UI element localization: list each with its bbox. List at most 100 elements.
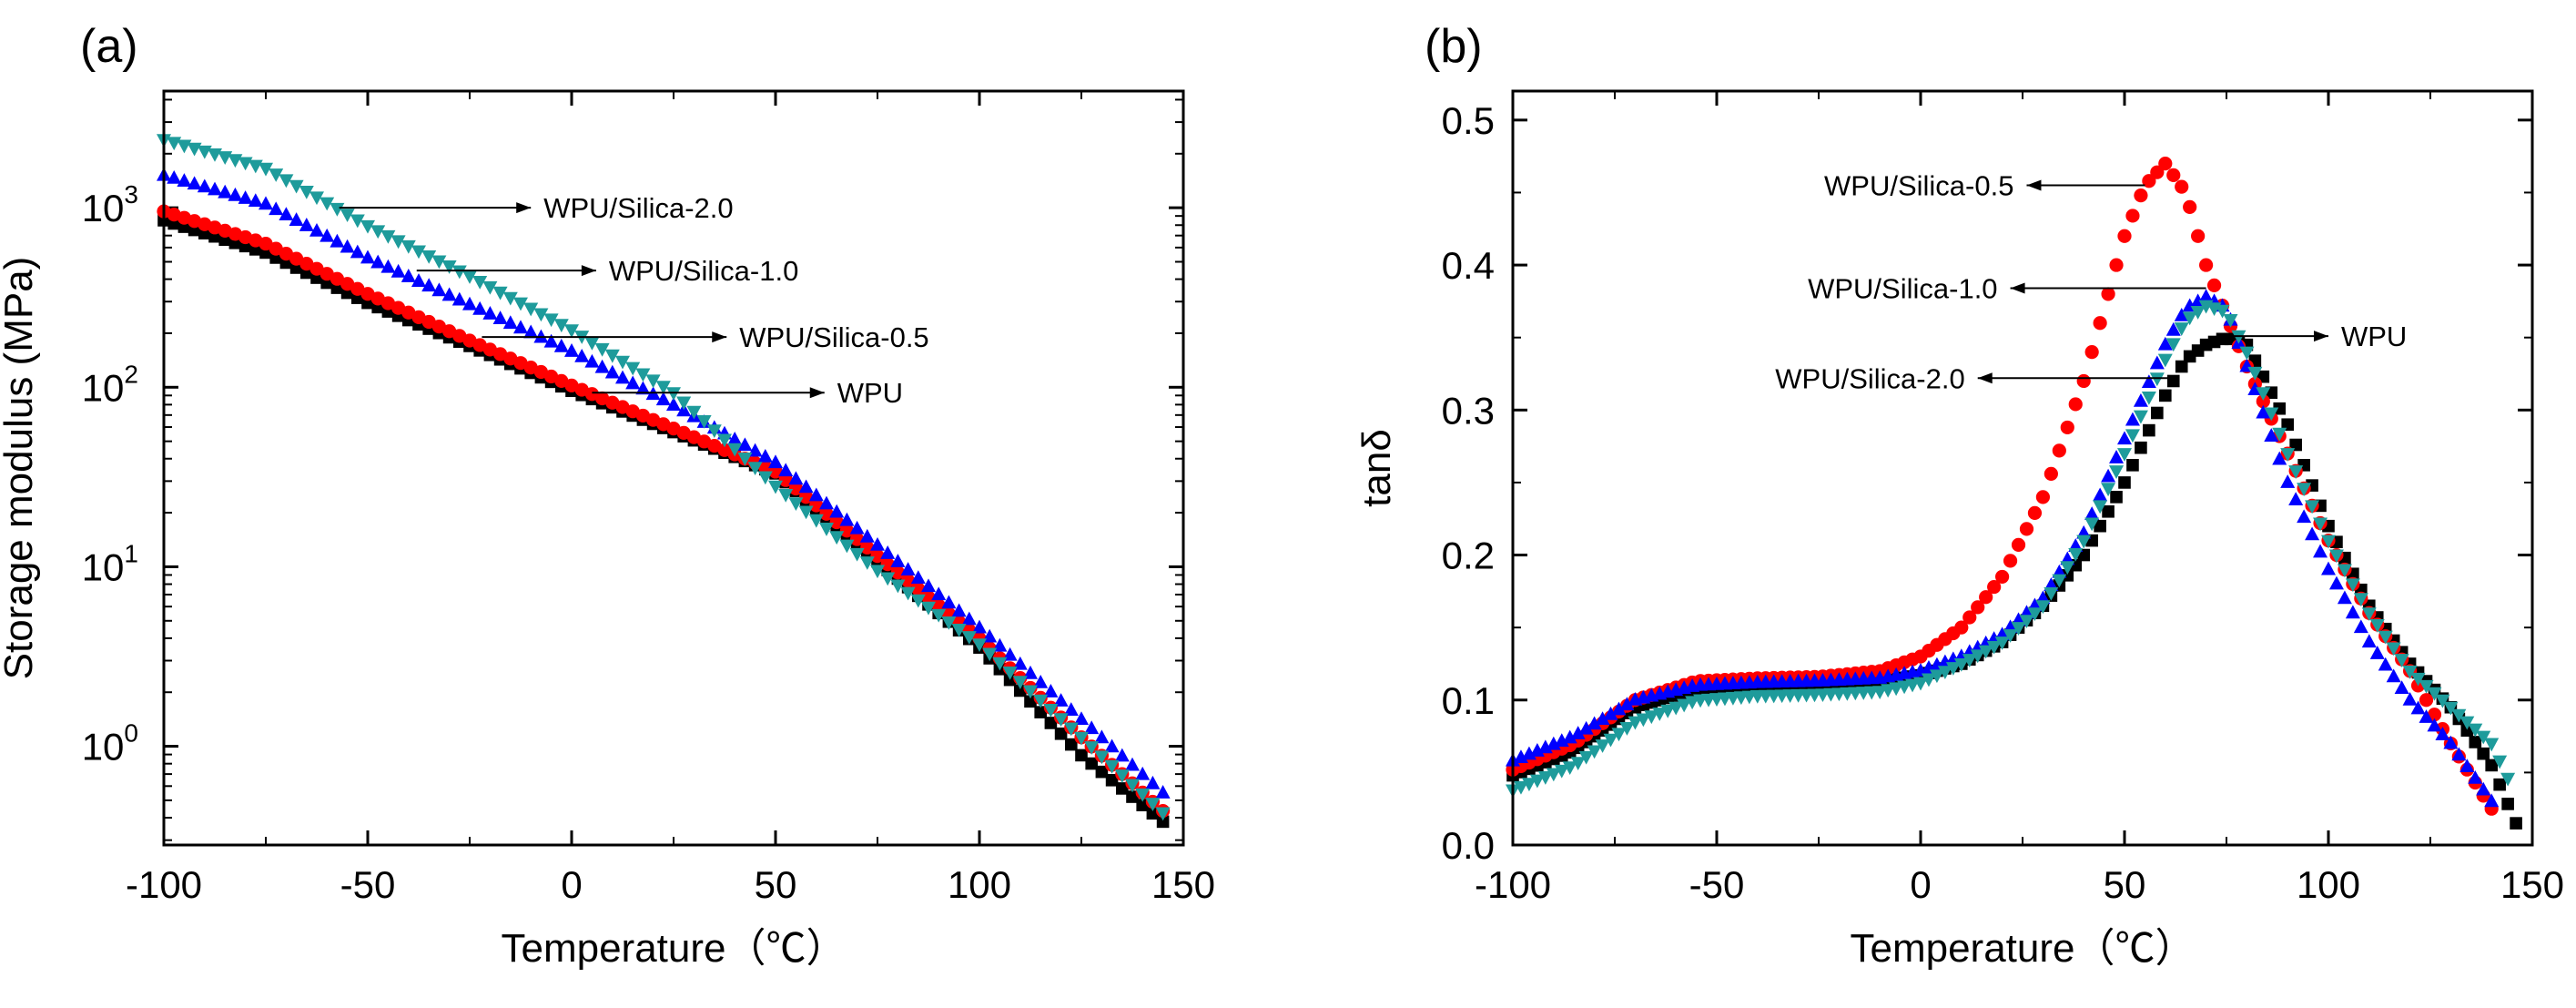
wpu-silica-0-5-data-point: [2419, 693, 2434, 708]
wpu-silica-0-5-data-point: [2125, 209, 2140, 223]
wpu-silica-1-0-data-point: [441, 287, 457, 301]
wpu-silica-2-0-data-point: [2459, 716, 2475, 730]
wpu-silica-1-0-data-point: [635, 381, 651, 395]
wpu-silica-0-5-data-point: [2011, 537, 2026, 552]
wpu-silica-0-5-data-point: [2109, 258, 2124, 272]
wpu-silica-1-0-data-point: [2297, 509, 2312, 524]
wpu-silica-1-0-data-point: [279, 207, 294, 221]
wpu-silica-1-0-data-point: [615, 370, 630, 384]
wpu-silica-1-0-data-point: [870, 536, 885, 551]
wpu-silica-0-5-data-point: [921, 590, 936, 605]
wpu-silica-2-0-data-point: [900, 586, 916, 601]
wpu-silica-2-0-data-point: [1652, 708, 1668, 721]
wpu-silica-0-5-data-point: [2142, 174, 2156, 188]
wpu-silica-1-0-data-point: [523, 324, 539, 339]
wpu-silica-2-0-data-point: [2427, 687, 2442, 701]
wpu-silica-2-0-data-point: [259, 162, 273, 177]
wpu-silica-2-0-data-point: [1945, 662, 1961, 676]
wpu-silica-1-0-data-point: [2451, 747, 2467, 761]
wpu-data-point: [2126, 459, 2139, 472]
wpu-silica-1-0-data-point: [564, 343, 579, 357]
wpu-silica-2-0-data-point: [2328, 549, 2344, 564]
wpu-data-point: [1095, 765, 1109, 779]
annotation-wpu-label: WPU: [2341, 321, 2407, 352]
wpu-silica-1-0-data-point: [666, 397, 681, 411]
wpu-silica-2-0-data-point: [2133, 410, 2148, 424]
wpu-silica-2-0-data-point: [319, 197, 335, 211]
wpu-silica-2-0-data-point: [1929, 669, 1944, 684]
wpu-silica-0-5-data-point: [2183, 199, 2197, 214]
wpu-silica-1-0-data-point: [594, 359, 610, 373]
wpu-silica-2-0-data-point: [2239, 346, 2255, 361]
panel-a-series: [157, 134, 1171, 829]
y-tick-label: 102: [82, 360, 138, 409]
wpu-silica-2-0-data-point: [2443, 701, 2459, 716]
wpu-silica-0-5-data-point: [2027, 505, 2043, 520]
wpu-silica-1-0-data-point: [961, 611, 977, 626]
annotation-wpu-silica-1-0-arrow-arrowhead: [2010, 282, 2025, 294]
wpu-silica-1-0-data-point: [502, 315, 518, 330]
wpu-silica-2-0-data-point: [502, 291, 518, 306]
wpu-silica-2-0-data-point: [1978, 645, 1993, 659]
wpu-silica-2-0-data-point: [1521, 778, 1536, 792]
wpu-silica-1-0-data-point: [655, 392, 671, 406]
wpu-silica-2-0-data-point: [1094, 750, 1110, 765]
x-tick-label: -50: [1689, 863, 1745, 906]
wpu-silica-2-0-data-point: [360, 219, 375, 234]
wpu-silica-1-0-data-point: [2084, 506, 2100, 520]
wpu-data-point: [2143, 423, 2155, 437]
wpu-silica-0-5-data-point: [1962, 610, 1977, 625]
wpu-silica-2-0-data-point: [2215, 304, 2230, 319]
wpu-silica-1-0-data-point: [360, 249, 375, 264]
wpu-silica-2-0-data-point: [1636, 713, 1651, 728]
wpu-silica-2-0-data-point: [594, 342, 610, 357]
wpu-silica-2-0-data-point: [2353, 593, 2368, 607]
wpu-silica-2-0-data-point: [819, 523, 834, 536]
wpu-silica-1-0-data-point: [1562, 729, 1577, 744]
wpu-silica-2-0-data-point: [1023, 685, 1038, 699]
wpu-silica-2-0-data-point: [2011, 622, 2026, 636]
wpu-silica-0-5-data-point: [778, 473, 793, 487]
wpu-silica-2-0-data-point: [2280, 448, 2296, 462]
wpu-silica-1-0-data-point: [584, 353, 600, 368]
wpu-silica-1-0-data-point: [2378, 657, 2393, 671]
wpu-silica-2-0-data-point: [2052, 574, 2067, 588]
annotation-wpu-silica-0-5-label: WPU/Silica-0.5: [739, 321, 928, 353]
wpu-silica-1-0-data-point: [513, 320, 528, 334]
wpu-silica-0-5-data-point: [860, 540, 875, 555]
wpu-silica-1-0-data-point: [1603, 706, 1618, 720]
wpu-silica-2-0-data-point: [1074, 731, 1089, 746]
wpu-silica-2-0-data-point: [2109, 465, 2125, 479]
wpu-silica-2-0-data-point: [421, 249, 437, 264]
wpu-silica-1-0-data-point: [330, 233, 345, 248]
x-tick-label: -100: [1475, 863, 1551, 906]
wpu-silica-2-0-data-point: [615, 355, 630, 370]
x-tick-label: -50: [340, 863, 396, 906]
wpu-silica-2-0-data-point: [2044, 586, 2059, 601]
wpu-silica-2-0-data-point: [2141, 391, 2156, 405]
panel-a-x-axis-label: Temperature（℃）: [501, 926, 846, 971]
wpu-silica-2-0-data-point: [2157, 353, 2173, 368]
wpu-silica-1-0-data-point: [2313, 544, 2328, 558]
wpu-data-point: [1075, 748, 1088, 762]
wpu-data-point: [1136, 799, 1149, 811]
wpu-silica-2-0-data-point: [2117, 448, 2132, 462]
wpu-silica-2-0-data-point: [1155, 807, 1171, 821]
panel-label-a: (a): [80, 20, 138, 73]
series-wpu-silica-1-0: [1506, 289, 2500, 808]
wpu-silica-0-5-data-point: [870, 549, 885, 564]
wpu-silica-1-0-data-point: [340, 239, 355, 253]
wpu-silica-1-0-data-point: [2459, 759, 2475, 773]
wpu-silica-2-0-data-point: [910, 594, 926, 608]
wpu-silica-0-5-data-point: [1971, 600, 1985, 615]
wpu-silica-2-0-data-point: [269, 168, 284, 182]
wpu-silica-2-0-data-point: [564, 324, 579, 338]
wpu-silica-1-0-data-point: [2435, 727, 2450, 740]
wpu-silica-2-0-data-point: [2369, 618, 2385, 633]
wpu-silica-2-0-data-point: [1063, 722, 1079, 737]
wpu-silica-2-0-data-point: [370, 225, 386, 239]
wpu-data-point: [2281, 418, 2294, 432]
wpu-silica-1-0-data-point: [1595, 711, 1610, 725]
y-tick-label: 103: [82, 180, 138, 229]
